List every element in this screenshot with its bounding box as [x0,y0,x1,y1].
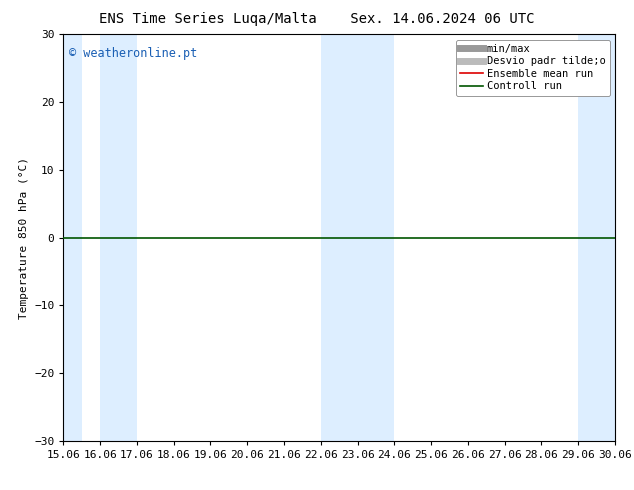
Bar [100,34,137,441]
Bar [321,34,394,441]
Text: ENS Time Series Luqa/Malta    Sex. 14.06.2024 06 UTC: ENS Time Series Luqa/Malta Sex. 14.06.20… [100,12,534,26]
Text: © weatheronline.pt: © weatheronline.pt [69,47,197,59]
Legend: min/max, Desvio padr tilde;o, Ensemble mean run, Controll run: min/max, Desvio padr tilde;o, Ensemble m… [456,40,610,96]
Bar [63,34,82,441]
Y-axis label: Temperature 850 hPa (°C): Temperature 850 hPa (°C) [18,157,29,318]
Bar [578,34,615,441]
